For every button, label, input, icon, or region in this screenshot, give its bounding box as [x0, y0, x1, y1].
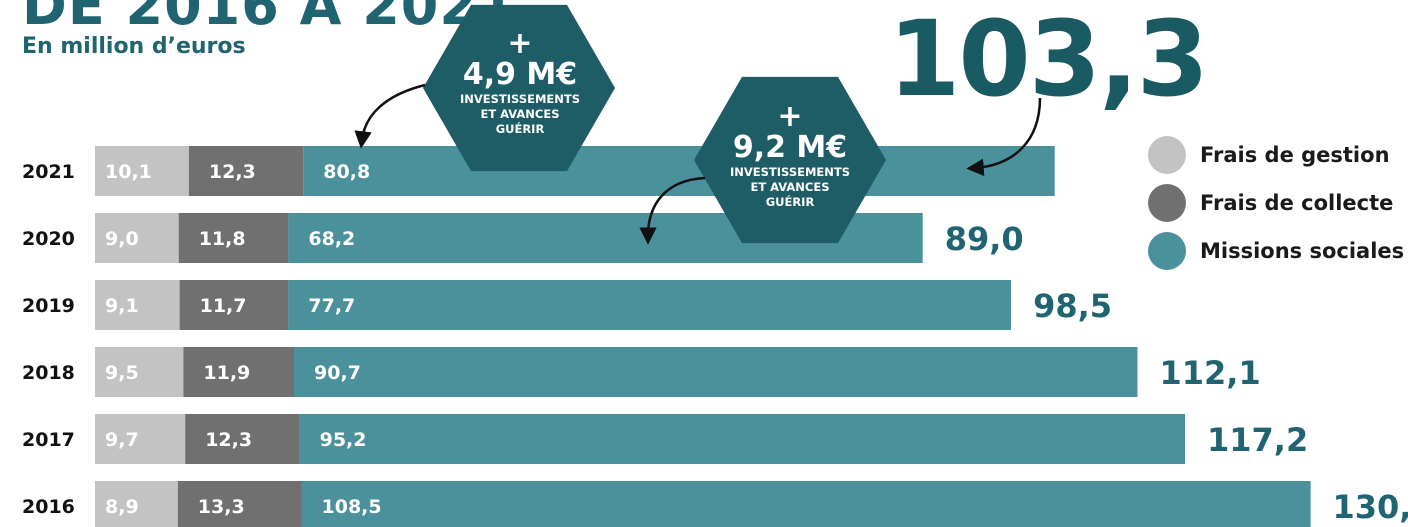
callout-text-line: INVESTISSEMENTS	[459, 92, 581, 106]
chart-subtitle: En million d’euros	[22, 34, 246, 59]
bar-data-label: 8,9	[105, 496, 139, 518]
callout-text-line: INVESTISSEMENTS	[729, 165, 851, 179]
bar-total-label: 89,0	[945, 220, 1024, 258]
legend-label: Missions sociales	[1200, 239, 1405, 263]
legend-swatch-frais-gestion	[1148, 136, 1186, 174]
year-label: 2017	[22, 429, 75, 451]
bar-segment-frais-de-gestion	[95, 481, 178, 527]
callout-arrow	[639, 176, 706, 245]
bar-data-label: 68,2	[308, 228, 355, 250]
year-label: 2018	[22, 362, 75, 384]
bar-data-label: 77,7	[308, 295, 355, 317]
callout-amount: 4,9 M€	[462, 57, 578, 92]
year-label: 2020	[22, 228, 75, 250]
callout-text-line: ET AVANCES	[750, 180, 830, 194]
bar-data-label: 95,2	[320, 429, 367, 451]
bar-data-label: 108,5	[322, 496, 382, 518]
bar-segment-missions-sociales	[301, 481, 1311, 527]
bar-data-label: 12,3	[205, 429, 252, 451]
total-arrow	[966, 97, 1042, 177]
callout-hexagon	[694, 76, 886, 244]
callout-hexagon	[423, 4, 615, 172]
bar-segment-frais-de-gestion	[95, 146, 189, 196]
bar-segment-missions-sociales	[294, 347, 1138, 397]
bar-segment-frais-de-gestion	[95, 414, 186, 464]
legend-item-missions-sociales: Missions sociales	[1148, 227, 1404, 275]
bar-segment-frais-de-gestion	[95, 213, 179, 263]
callout-text-line: GUÉRIR	[495, 122, 545, 136]
legend-swatch-frais-collecte	[1148, 184, 1186, 222]
bar-segment-missions-sociales	[303, 146, 1055, 196]
bar-segment-missions-sociales	[288, 280, 1011, 330]
bar-total-label: 130,7	[1333, 488, 1408, 526]
bar-data-label: 12,3	[209, 161, 256, 183]
bar-data-label: 80,8	[323, 161, 370, 183]
callout-amount: 9,2 M€	[732, 130, 848, 165]
bar-data-label: 11,7	[200, 295, 247, 317]
callout-label-2021: + 4,9 M€ INVESTISSEMENTS ET AVANCES GUÉR…	[430, 26, 610, 137]
callout-plus: +	[777, 99, 803, 134]
bar-data-label: 13,3	[198, 496, 245, 518]
bar-data-label: 9,0	[105, 228, 139, 250]
legend-item-frais-gestion: Frais de gestion	[1148, 131, 1404, 179]
bar-segment-frais-de-collecte	[183, 347, 295, 397]
year-label: 2021	[22, 161, 75, 183]
bar-segment-frais-de-collecte	[179, 280, 289, 330]
bar-segment-frais-de-collecte	[185, 414, 300, 464]
callout-text-line: ET AVANCES	[480, 107, 560, 121]
chart-title: DE 2016 A 2021	[22, 0, 517, 37]
bar-segment-frais-de-collecte	[178, 213, 289, 263]
callout-plus: +	[507, 26, 533, 61]
bar-segment-frais-de-gestion	[95, 347, 184, 397]
legend-label: Frais de gestion	[1200, 143, 1390, 167]
bar-total-label: 98,5	[1033, 287, 1112, 325]
bar-data-label: 10,1	[105, 161, 152, 183]
bar-data-label: 9,7	[105, 429, 139, 451]
bar-segment-frais-de-collecte	[188, 146, 304, 196]
bar-data-label: 9,1	[105, 295, 139, 317]
bar-data-label: 90,7	[314, 362, 361, 384]
legend: Frais de gestion Frais de collecte Missi…	[1148, 131, 1404, 275]
callout-label-2020: + 9,2 M€ INVESTISSEMENTS ET AVANCES GUÉR…	[710, 99, 870, 210]
legend-label: Frais de collecte	[1200, 191, 1394, 215]
bar-segment-frais-de-gestion	[95, 280, 180, 330]
highlight-total-2021: 103,3	[888, 0, 1209, 120]
callout-text-line: GUÉRIR	[765, 195, 815, 209]
bar-data-label: 11,8	[199, 228, 246, 250]
legend-item-frais-collecte: Frais de collecte	[1148, 179, 1404, 227]
callout-arrow	[354, 83, 426, 149]
bar-data-label: 9,5	[105, 362, 139, 384]
bar-segment-missions-sociales	[299, 414, 1186, 464]
bar-segment-frais-de-collecte	[177, 481, 302, 527]
bar-total-label: 112,1	[1160, 354, 1261, 392]
bar-data-label: 11,9	[203, 362, 250, 384]
year-label: 2019	[22, 295, 75, 317]
bar-total-label: 117,2	[1207, 421, 1308, 459]
year-label: 2016	[22, 496, 75, 518]
legend-swatch-missions-sociales	[1148, 232, 1186, 270]
